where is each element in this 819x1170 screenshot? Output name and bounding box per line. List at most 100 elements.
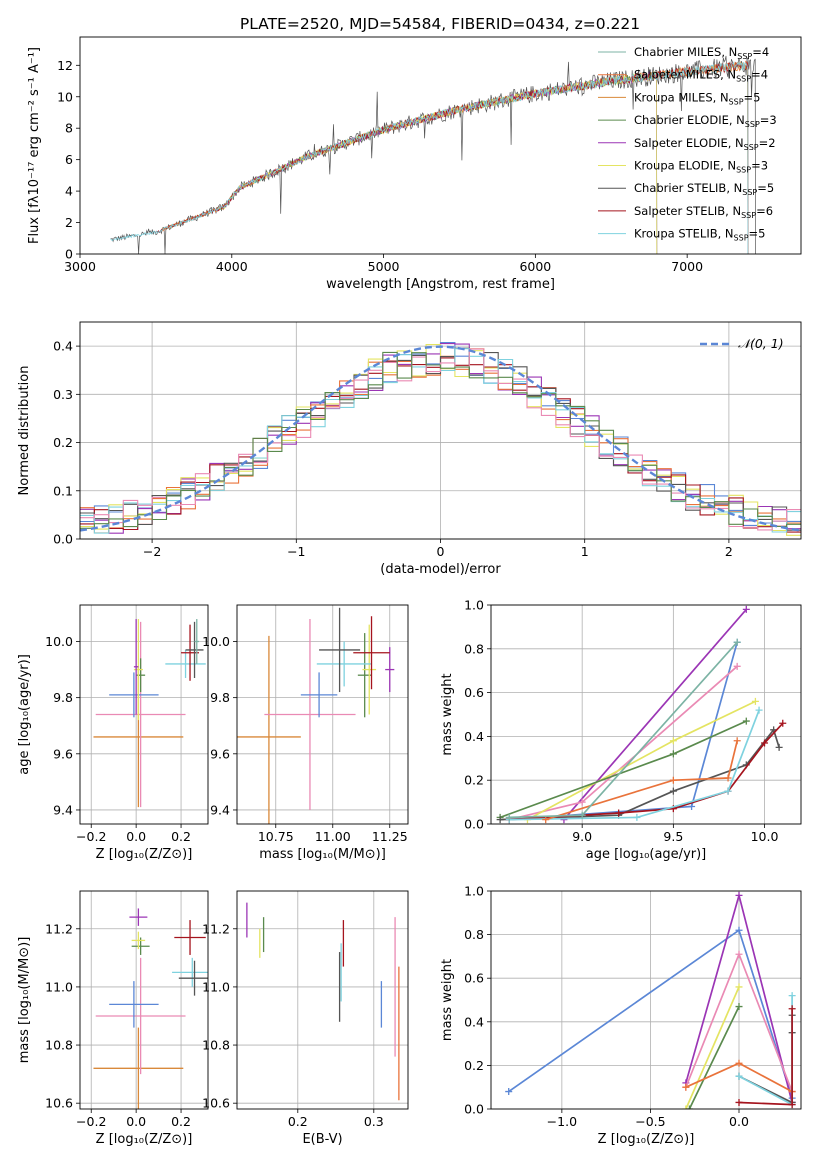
weight_vs_age-point (688, 802, 696, 810)
spectrum-ytick-label: 10 (57, 89, 73, 104)
age_vs_mass-errorbar (319, 607, 361, 693)
weight_vs_age-series-line (527, 700, 756, 821)
spectrum-line-kroupa_stelib (110, 61, 749, 254)
mass_vs_Z-errorbar (109, 981, 159, 1028)
spectrum-ytick-label: 4 (65, 184, 73, 199)
weight_vs_age-series-line (509, 665, 738, 821)
weight_vs_age-series-line (509, 641, 739, 821)
residual-histogram-pink (80, 348, 801, 531)
weight_vs_age-point (733, 638, 741, 646)
weight_vs_age-point (742, 605, 750, 613)
weight_vs_age-point (669, 737, 677, 745)
weight_vs_age-panel: 9.0 9.5 10.0 0.0 0.2 0.4 0.6 0.8 1.0 age [log₁₀(a… (440, 598, 802, 862)
weight_vs_Z-plot-area (505, 891, 796, 1109)
age_vs_Z-panel: −0.2 0.0 0.2 9.4 9.6 9.8 10.0 Z [log₁₀(Z/Z⊙)] ag… (17, 604, 209, 862)
weight_vs_age-ytick-label: 1.0 (464, 598, 484, 613)
spectrum-ytick-label: 6 (65, 152, 73, 167)
residuals-panel: −2 −1 0 1 2 0.0 0.1 0.2 0.3 0.4 (data-model)/error… (17, 321, 802, 577)
weight_vs_age-point (578, 811, 586, 819)
mass_vs_Z-ytick-label: 10.6 (45, 1096, 73, 1111)
residuals-xtick-label: −2 (143, 544, 161, 559)
weight_vs_age-point (669, 750, 677, 758)
spectrum-xlabel: wavelength [Angstrom, rest frame] (326, 277, 555, 292)
age_vs_Z-xlabel: Z [log₁₀(Z/Z⊙)] (96, 847, 193, 862)
weight_vs_Z-point (735, 1003, 743, 1011)
weight_vs_age-point (775, 743, 783, 751)
weight_vs_age-point (615, 809, 623, 817)
residuals-ytick-label: 0.1 (53, 483, 73, 498)
weight_vs_Z-point (505, 1088, 513, 1096)
weight_vs_age-ylabel: mass weight (440, 673, 455, 755)
residuals-xtick-label: 1 (581, 544, 589, 559)
mass_vs_Z-errorbar (129, 908, 148, 926)
spectrum-line-salpeter_elodie (216, 71, 658, 254)
weight_vs_Z-ytick-label: 1.0 (464, 884, 484, 899)
mass_vs_ebv-xtick-label: 0.3 (364, 1114, 384, 1129)
residuals-ytick-label: 0.2 (53, 435, 73, 450)
age_vs_Z-errorbar (194, 619, 200, 664)
weight_vs_age-point (755, 706, 763, 714)
spectrum-line-chabrier_stelib (110, 55, 756, 254)
mass_vs_ebv-plot-area (246, 902, 400, 1101)
weight_vs_Z-ytick-label: 0.0 (464, 1102, 484, 1117)
legend-entry: Kroupa STELIB, NSSP=5 (634, 227, 765, 243)
weight_vs_Z-point (735, 983, 743, 991)
mass_vs_Z-ytick-label: 11.2 (45, 921, 73, 936)
weight_vs_Z-xtick-label: 0.0 (729, 1114, 749, 1129)
age_vs_Z-errorbar (136, 658, 146, 693)
age_vs_mass-errorbar (316, 641, 372, 687)
weight_vs_Z-ytick-label: 0.2 (464, 1058, 484, 1073)
age_vs_Z-xtick-label: 0.0 (126, 829, 146, 844)
weight_vs_age-series-line (509, 722, 784, 821)
mass_vs_ebv-xtick-label: 0.2 (288, 1114, 308, 1129)
age_vs_Z-plot-area (93, 619, 206, 808)
mass_vs_Z-ytick-label: 10.8 (45, 1038, 73, 1053)
weight_vs_age-ytick-label: 0.8 (464, 641, 484, 656)
weight_vs_Z-frame (490, 890, 802, 1110)
weight_vs_age-plot-area (496, 605, 787, 824)
weight_vs_Z-point (735, 891, 743, 899)
mass_vs_Z-xtick-label: 0.0 (126, 1114, 146, 1129)
spectrum-ytick-label: 2 (65, 215, 73, 230)
weight_vs_Z-series-line (685, 986, 740, 1109)
gaussian-curve (80, 345, 801, 532)
weight_vs_age-point (496, 816, 504, 824)
weight_vs_age-point (733, 737, 741, 745)
legend-entry: Kroupa MILES, NSSP=5 (634, 90, 760, 106)
weight_vs_age-point (742, 717, 750, 725)
weight_vs_Z-xtick-label: −1.0 (547, 1114, 577, 1129)
residuals-plot-area (80, 341, 801, 536)
mass_vs_Z-xlabel: Z [log₁₀(Z/Z⊙)] (96, 1132, 193, 1147)
legend-entry: Salpeter ELODIE, NSSP=2 (634, 136, 776, 152)
weight_vs_age-xtick-label: 10.0 (751, 829, 779, 844)
weight_vs_age-point (578, 798, 586, 806)
weight_vs_age-point (779, 719, 787, 727)
weight_vs_Z-point (685, 1105, 693, 1109)
residuals-xtick-label: 2 (725, 544, 733, 559)
legend-entry: Chabrier ELODIE, NSSP=3 (634, 113, 777, 129)
mass_vs_ebv-ytick-label: 10.6 (202, 1096, 230, 1111)
weight_vs_age-xtick-label: 9.0 (572, 829, 592, 844)
age_vs_Z-xtick-label: 0.2 (171, 829, 191, 844)
spectrum-line-salpeter_stelib (155, 61, 749, 254)
spectrum-ylabel: Flux [fλ10⁻¹⁷ erg cm⁻² s⁻¹ A⁻¹] (27, 47, 42, 244)
legend-entry: Chabrier MILES, NSSP=4 (634, 45, 769, 61)
age_vs_mass-plot-area (237, 607, 395, 824)
weight_vs_age-point (761, 739, 769, 747)
weight_vs_Z-ytick-label: 0.6 (464, 971, 484, 986)
weight_vs_age-series-line (563, 608, 747, 821)
mass_vs_Z-ytick-label: 11.0 (45, 979, 73, 994)
spectrum-xtick-label: 5000 (368, 259, 400, 274)
weight_vs_Z-panel: −1.0 −0.5 0.0 0.0 0.2 0.4 0.6 0.8 1.0 Z [log₁₀(Z/… (440, 884, 802, 1147)
weight_vs_age-point (733, 662, 741, 670)
age_vs_Z-ylabel: age [log₁₀(age/yr)] (17, 654, 32, 775)
weight_vs_age-ytick-label: 0.4 (464, 729, 484, 744)
spectrum-ytick-label: 8 (65, 121, 73, 136)
mass_vs_Z-xtick-label: −0.2 (76, 1114, 106, 1129)
age_vs_Z-errorbar (133, 619, 143, 721)
mass_vs_Z-xtick-label: 0.2 (171, 1114, 191, 1129)
mass_vs_Z-errorbar (131, 931, 146, 950)
weight_vs_Z-point (735, 1098, 743, 1106)
age_vs_Z-ytick-label: 10.0 (45, 634, 73, 649)
